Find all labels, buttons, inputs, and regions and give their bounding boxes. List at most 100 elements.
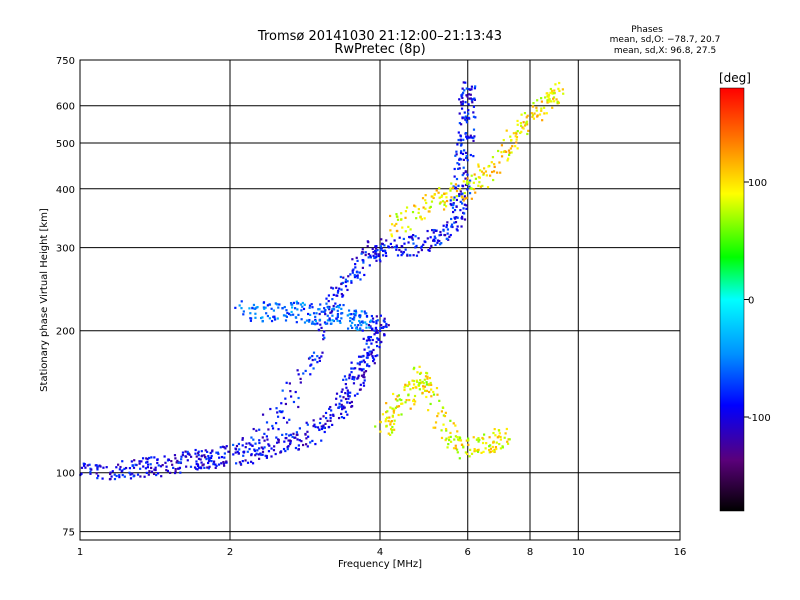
data-point — [165, 465, 168, 468]
data-point — [371, 317, 375, 320]
data-point — [200, 450, 203, 453]
data-point — [337, 416, 341, 420]
data-point — [292, 313, 295, 316]
data-point — [340, 408, 344, 411]
data-point — [261, 413, 265, 416]
data-point — [420, 248, 423, 252]
data-point — [324, 309, 327, 312]
data-point — [470, 99, 474, 102]
data-point — [453, 438, 456, 441]
data-point — [519, 121, 523, 125]
data-point — [367, 256, 370, 259]
data-point — [145, 457, 148, 460]
data-point — [359, 388, 362, 391]
data-point — [420, 381, 423, 384]
data-point — [424, 207, 427, 210]
data-point — [379, 248, 382, 251]
data-point — [261, 436, 264, 439]
data-point — [212, 462, 215, 465]
data-point — [327, 426, 330, 429]
data-point — [385, 239, 388, 242]
data-point — [330, 286, 333, 289]
data-point — [344, 410, 348, 413]
data-point — [374, 252, 377, 255]
data-point — [403, 388, 406, 392]
data-point — [347, 397, 350, 400]
data-point — [318, 421, 322, 425]
data-point — [415, 244, 418, 248]
data-point — [330, 309, 334, 312]
data-point — [450, 217, 453, 221]
data-point — [365, 342, 368, 345]
data-point — [221, 445, 225, 448]
data-point — [296, 302, 299, 305]
data-point — [479, 169, 482, 172]
data-point — [155, 473, 158, 477]
data-point — [444, 427, 448, 431]
data-point — [314, 323, 317, 326]
data-point — [185, 465, 188, 468]
data-point — [472, 139, 475, 142]
data-point — [336, 319, 339, 322]
data-point — [454, 187, 458, 190]
data-point — [123, 467, 126, 470]
data-point — [460, 103, 463, 106]
data-point — [372, 250, 375, 254]
data-point — [463, 89, 466, 92]
data-point — [442, 208, 446, 211]
data-point — [452, 447, 456, 450]
data-point — [375, 253, 378, 256]
data-point — [242, 313, 245, 316]
data-point — [113, 477, 117, 481]
data-point — [332, 319, 336, 323]
data-point — [353, 276, 357, 279]
data-point — [466, 452, 469, 456]
data-point — [456, 438, 460, 441]
data-point — [132, 466, 136, 469]
data-point — [470, 85, 474, 88]
x-tick-label: 2 — [227, 547, 233, 558]
data-point — [143, 475, 146, 478]
data-point — [275, 407, 278, 410]
data-point — [359, 355, 363, 358]
data-point — [281, 389, 284, 392]
data-point — [236, 450, 239, 453]
data-point — [412, 234, 415, 237]
y-tick-label: 75 — [62, 528, 75, 539]
data-point — [391, 425, 394, 429]
data-point — [374, 249, 377, 252]
data-point — [184, 455, 188, 458]
data-point — [311, 320, 314, 323]
data-point — [400, 212, 403, 215]
data-point — [413, 204, 416, 207]
data-point — [300, 309, 303, 312]
data-point — [307, 435, 310, 438]
data-point — [514, 135, 517, 138]
data-point — [514, 145, 517, 148]
data-point — [456, 216, 459, 219]
data-point — [401, 402, 404, 405]
data-point — [415, 386, 418, 389]
data-point — [472, 136, 475, 140]
data-point — [273, 445, 276, 448]
data-point — [240, 307, 243, 310]
data-point — [340, 317, 343, 320]
data-point — [475, 449, 478, 452]
data-point — [454, 154, 457, 157]
data-point — [353, 309, 356, 313]
data-point — [493, 165, 496, 169]
data-point — [469, 448, 472, 451]
data-point — [343, 406, 346, 409]
data-point — [450, 225, 453, 228]
data-point — [393, 224, 396, 227]
data-point — [402, 251, 405, 254]
data-point — [265, 454, 268, 458]
data-point — [472, 115, 476, 118]
data-point — [351, 377, 354, 380]
data-point — [163, 455, 166, 458]
data-point — [109, 477, 112, 481]
data-point — [350, 371, 353, 374]
data-point — [141, 457, 145, 460]
data-point — [455, 177, 459, 181]
data-point — [285, 433, 288, 436]
